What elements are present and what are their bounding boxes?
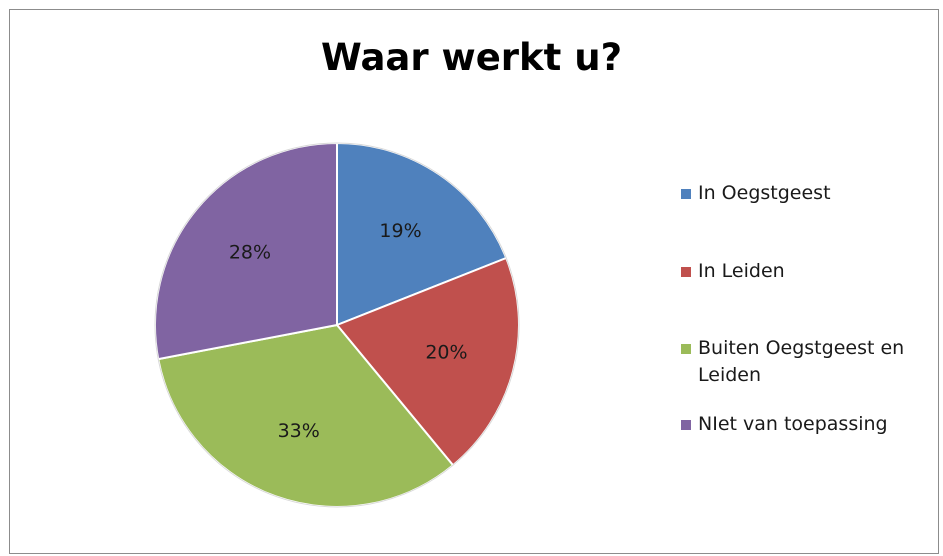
legend-label-in-leiden: In Leiden bbox=[698, 260, 785, 282]
legend-item-niet-van-toepassing: NIet van toepassing bbox=[681, 411, 941, 438]
pie-outline bbox=[154, 142, 520, 508]
legend-swatch-buiten bbox=[681, 344, 691, 354]
data-label-in-leiden: 20% bbox=[425, 342, 467, 364]
chart-title: Waar werkt u? bbox=[320, 36, 623, 79]
legend-swatch-niet-van-toepassing bbox=[681, 420, 691, 430]
data-label-niet-van-toepassing: 28% bbox=[229, 241, 271, 263]
legend-swatch-in-leiden bbox=[681, 267, 691, 277]
legend-swatch-in-oegstgeest bbox=[681, 189, 691, 199]
legend-label-niet-van-toepassing: NIet van toepassing bbox=[698, 413, 888, 435]
legend-item-in-leiden: In Leiden bbox=[681, 258, 941, 285]
legend-item-buiten: Buiten Oegstgeest en Leiden bbox=[681, 335, 941, 389]
legend-item-in-oegstgeest: In Oegstgeest bbox=[681, 180, 941, 207]
data-label-buiten: 33% bbox=[278, 420, 320, 442]
data-label-in-oegstgeest: 19% bbox=[379, 220, 421, 242]
legend-label-buiten: Buiten Oegstgeest en Leiden bbox=[698, 337, 905, 386]
legend-label-in-oegstgeest: In Oegstgeest bbox=[698, 182, 831, 204]
